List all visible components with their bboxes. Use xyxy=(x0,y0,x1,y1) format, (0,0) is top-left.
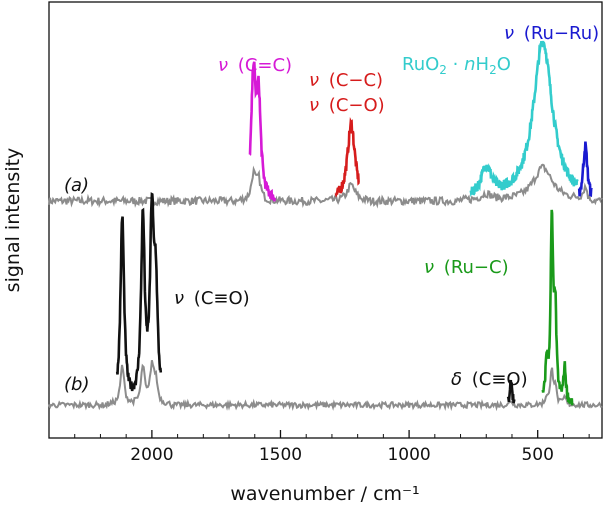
annotation-cc-single: ν (C−C) xyxy=(309,70,383,91)
annotation-cc-double-symbol: ν xyxy=(218,55,228,76)
band-a-0 xyxy=(248,61,277,202)
x-tick-label-1000: 1000 xyxy=(387,445,430,465)
annotation-delta-co-text: (C≡O) xyxy=(472,369,528,390)
band-a-3 xyxy=(577,141,593,198)
annotation-co-single-text: (C−O) xyxy=(329,95,385,116)
trace-label-b: (b) xyxy=(64,374,89,395)
annotation-cc-double: ν (C=C) xyxy=(218,55,292,76)
annotation-ruo2-sub: 2 xyxy=(439,63,447,77)
band-a-2 xyxy=(469,40,579,198)
x-tick-label-2000: 2000 xyxy=(130,445,173,465)
annotation-ruru-symbol: ν xyxy=(504,23,514,44)
annotation-ruo2-h: H xyxy=(476,54,490,75)
plot-frame xyxy=(48,1,603,439)
annotation-ruo2-base: RuO xyxy=(402,54,439,75)
annotation-ruru-text: (Ru−Ru) xyxy=(524,23,599,44)
annotation-co-single-symbol: ν xyxy=(309,95,319,116)
trace-label-a: (a) xyxy=(64,175,89,196)
band-b-0 xyxy=(115,192,163,392)
annotation-cc-double-text: (C=C) xyxy=(238,55,292,76)
y-axis-title: signal intensity xyxy=(2,148,24,293)
x-axis-title: wavenumber / cm⁻¹ xyxy=(230,483,419,505)
annotation-co-single: ν (C−O) xyxy=(309,95,385,116)
annotation-ruc-symbol: ν xyxy=(424,257,434,278)
band-a-1 xyxy=(334,116,360,198)
annotation-cc-single-symbol: ν xyxy=(309,70,319,91)
annotation-delta-co-symbol: δ xyxy=(451,369,462,390)
baseline-trace-b xyxy=(48,359,603,412)
annotation-delta-co: δ (C≡O) xyxy=(451,369,528,390)
annotation-ruo2-n: n xyxy=(464,54,475,75)
annotation-ruo2-o: O xyxy=(497,54,511,75)
annotation-co-triple: ν (C≡O) xyxy=(174,288,250,309)
annotation-co-triple-text: (C≡O) xyxy=(194,288,250,309)
annotation-ruc-text: (Ru−C) xyxy=(444,257,509,278)
annotation-co-triple-symbol: ν xyxy=(174,288,184,309)
x-tick-label-1500: 1500 xyxy=(259,445,302,465)
annotation-ruo2-sub2: 2 xyxy=(489,63,497,77)
band-b-1 xyxy=(541,209,574,406)
annotation-ruc: ν (Ru−C) xyxy=(424,257,509,278)
x-tick-label-500: 500 xyxy=(521,445,553,465)
annotation-cc-single-text: (C−C) xyxy=(329,70,383,91)
baseline-trace-a xyxy=(48,163,603,209)
annotation-ruru: ν (Ru−Ru) xyxy=(504,23,599,44)
x-axis: 2000 1500 1000 500 xyxy=(74,430,590,465)
traces-group xyxy=(48,40,603,412)
annotation-ruo2: RuO2 · nH2O xyxy=(402,54,511,77)
band-b-2 xyxy=(506,379,516,404)
annotation-ruo2-dot: · xyxy=(447,54,464,75)
